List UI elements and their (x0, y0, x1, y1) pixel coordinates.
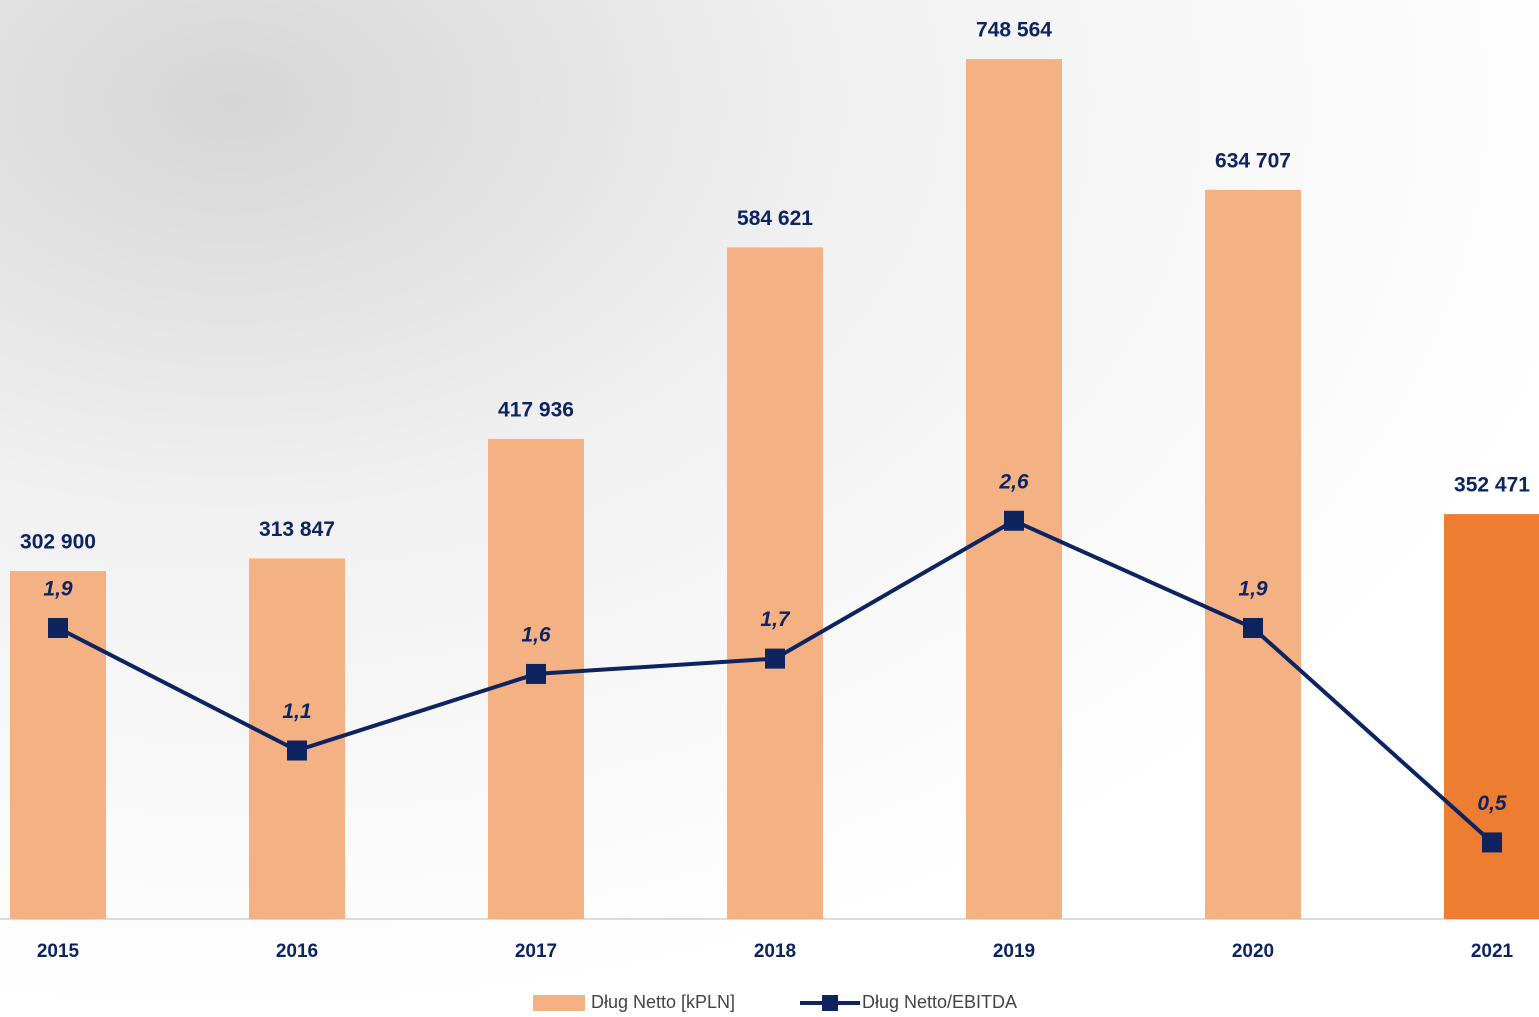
x-tick-label: 2018 (754, 941, 796, 962)
bar-value-label: 302 900 (20, 531, 96, 554)
legend-swatch (533, 995, 585, 1011)
line-value-label: 2,6 (998, 470, 1029, 493)
x-tick-label: 2019 (993, 941, 1035, 962)
x-tick-label: 2015 (37, 941, 80, 962)
bar (727, 247, 823, 919)
bar (1444, 514, 1539, 919)
bar (966, 59, 1062, 920)
legend-label: Dług Netto/EBITDA (862, 992, 1017, 1012)
bar-value-label: 313 847 (259, 518, 335, 541)
line-value-label: 0,5 (1477, 792, 1507, 815)
x-tick-label: 2017 (515, 941, 557, 962)
x-tick-label: 2016 (276, 941, 318, 962)
line-value-label: 1,9 (43, 578, 73, 601)
x-tick-label: 2021 (1471, 941, 1514, 962)
bar-value-label: 748 564 (976, 19, 1052, 42)
bar-value-label: 584 621 (737, 207, 813, 230)
line-value-label: 1,9 (1238, 578, 1268, 601)
line-value-label: 1,1 (282, 700, 311, 723)
line-marker (287, 740, 307, 761)
legend-marker (822, 995, 838, 1011)
legend-label: Dług Netto [kPLN] (591, 992, 735, 1012)
line-marker (1482, 832, 1502, 853)
bar-value-label: 352 471 (1454, 474, 1530, 497)
bar-value-label: 634 707 (1215, 149, 1291, 172)
line-marker (765, 648, 785, 669)
x-tick-label: 2020 (1232, 941, 1274, 962)
line-marker (1004, 510, 1024, 531)
line-marker (48, 617, 68, 638)
line-marker (1243, 617, 1263, 638)
line-value-label: 1,7 (760, 608, 791, 631)
line-marker (526, 663, 546, 684)
bar (1205, 189, 1301, 919)
line-value-label: 1,6 (521, 623, 551, 646)
bar-value-label: 417 936 (498, 398, 574, 421)
